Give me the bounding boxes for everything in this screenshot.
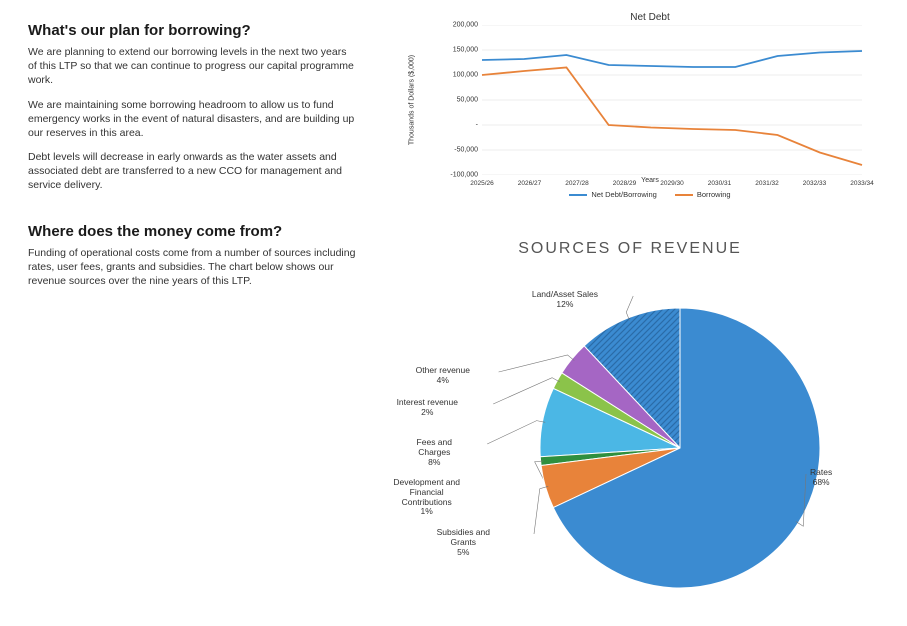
xtick-label: 2029/30 [660,180,684,187]
pie-slice-label: Interest revenue2% [397,398,458,418]
revenue-pie-section: SOURCES OF REVENUE Land/Asset Sales12% Ot… [380,240,880,608]
pie-slice-label: Other revenue4% [416,366,470,386]
pie-slice-label: Land/Asset Sales12% [532,290,598,310]
xtick-label: 2031/32 [755,180,779,187]
heading-borrowing: What's our plan for borrowing? [28,22,358,39]
left-column: What's our plan for borrowing? We are pl… [28,22,358,298]
xtick-label: 2028/29 [613,180,637,187]
line-chart-ylabel: Thousands of Dollars ($,000) [409,55,416,145]
line-chart-plot: Thousands of Dollars ($,000) -100,000-50… [430,25,870,175]
para-borrow-3: Debt levels will decrease in early onwar… [28,150,358,193]
para-revenue-1: Funding of operational costs come from a… [28,246,358,289]
ytick-label: - [476,122,478,129]
pie-title: SOURCES OF REVENUE [380,240,880,258]
pie-slice-label: Subsidies andGrants5% [437,528,490,557]
heading-revenue: Where does the money come from? [28,223,358,240]
legend-item: Borrowing [675,190,731,199]
ytick-label: 50,000 [457,97,478,104]
ytick-label: -100,000 [450,172,478,179]
xtick-label: 2033/34 [850,180,874,187]
pie-slice-label: Fees andCharges8% [417,438,452,467]
line-chart-title: Net Debt [430,12,870,23]
xtick-label: 2025/26 [470,180,494,187]
para-borrow-2: We are maintaining some borrowing headro… [28,98,358,141]
xtick-label: 2030/31 [708,180,732,187]
ytick-label: 150,000 [453,47,478,54]
xtick-label: 2027/28 [565,180,589,187]
line-chart-legend: Net Debt/Borrowing Borrowing [430,190,870,199]
ytick-label: 100,000 [453,72,478,79]
ytick-label: 200,000 [453,22,478,29]
pie-slice-label: Development andFinancialContributions1% [393,478,460,517]
pie-chart: Land/Asset Sales12% Other revenue4% Intere… [380,268,880,608]
ytick-label: -50,000 [454,147,478,154]
pie-slice-label: Rates68% [810,468,832,488]
xtick-label: 2026/27 [518,180,542,187]
para-borrow-1: We are planning to extend our borrowing … [28,45,358,88]
xtick-label: 2032/33 [803,180,827,187]
net-debt-chart: Net Debt Thousands of Dollars ($,000) -1… [430,12,870,202]
legend-item: Net Debt/Borrowing [569,190,656,199]
